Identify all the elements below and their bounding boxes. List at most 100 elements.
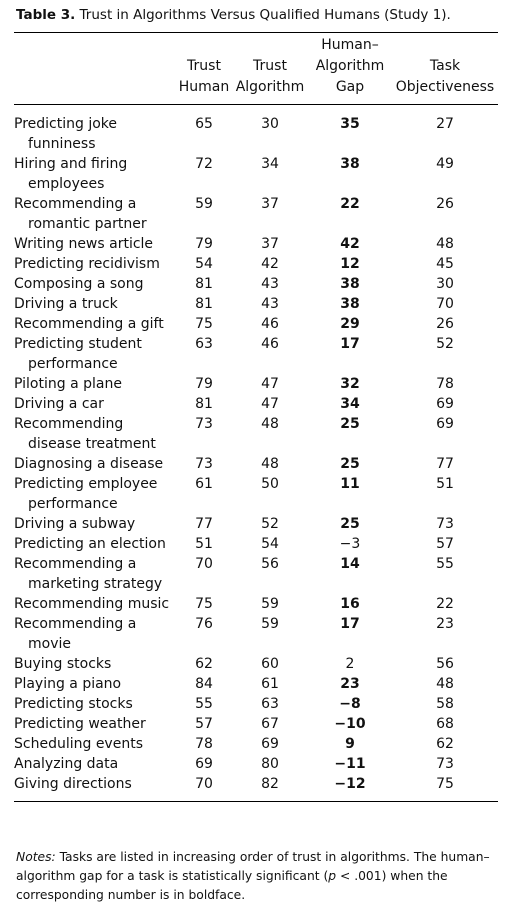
- cell-value: 46: [261, 316, 279, 332]
- table-row: Recommending a marketing strategy 70 56 14 5…: [14, 554, 498, 594]
- cell-value: 23: [340, 676, 360, 692]
- cell-value: 32: [340, 376, 360, 392]
- cell-value: 43: [261, 296, 279, 312]
- cell-value: 55: [195, 696, 213, 712]
- notes-text: Tasks are listed in increasing order of …: [16, 850, 490, 883]
- task-name: Predicting recidivism: [14, 256, 160, 272]
- cell-value: 69: [436, 396, 454, 412]
- table-row: Predicting student performance 63 46 17 52: [14, 334, 498, 374]
- cell-value: 73: [436, 516, 454, 532]
- table-row: Predicting recidivism 54 42 12 45: [14, 254, 498, 274]
- cell-value: 52: [261, 516, 279, 532]
- cell-value: 47: [261, 396, 279, 412]
- task-name: Diagnosing a disease: [14, 456, 164, 472]
- table-row: Driving a truck 81 43 38 70: [14, 294, 498, 314]
- task-name: Predicting an election: [14, 536, 166, 552]
- table-row: Playing a piano 84 61 23 48: [14, 674, 498, 694]
- cell-value: 51: [195, 536, 213, 552]
- cell-value: 76: [195, 616, 213, 632]
- cell-value: 38: [340, 156, 360, 172]
- cell-value: 23: [436, 616, 454, 632]
- cell-value: 75: [195, 596, 213, 612]
- table-row: Recommending a movie 76 59 17 23: [14, 614, 498, 654]
- cell-value: 54: [261, 536, 279, 552]
- cell-value: 78: [195, 736, 213, 752]
- cell-value: 80: [261, 756, 279, 772]
- cell-value: 77: [436, 456, 454, 472]
- task-name: Scheduling events: [14, 736, 143, 752]
- table-row: Driving a subway 77 52 25 73: [14, 514, 498, 534]
- column-header: Human– Algorithm Gap: [308, 32, 392, 105]
- table-row: Piloting a plane 79 47 32 78: [14, 374, 498, 394]
- cell-value: 73: [195, 416, 213, 432]
- cell-value: 43: [261, 276, 279, 292]
- cell-value: 17: [340, 616, 360, 632]
- column-header: Trust Human: [176, 32, 232, 105]
- cell-value: 81: [195, 396, 213, 412]
- header-line: Trust: [253, 58, 287, 74]
- cell-value: 62: [436, 736, 454, 752]
- cell-value: 59: [261, 596, 279, 612]
- cell-value: 11: [340, 476, 360, 492]
- cell-value: 73: [195, 456, 213, 472]
- cell-value: 60: [261, 656, 279, 672]
- cell-value: 81: [195, 276, 213, 292]
- cell-value: −3: [339, 536, 361, 552]
- table-row: Predicting weather 57 67 −10 68: [14, 714, 498, 734]
- cell-value: 42: [340, 236, 360, 252]
- cell-value: 68: [436, 716, 454, 732]
- task-name: Recommending a romantic partner: [14, 196, 147, 232]
- cell-value: 52: [436, 336, 454, 352]
- cell-value: 78: [436, 376, 454, 392]
- table-row: Predicting an election 51 54 −3 57: [14, 534, 498, 554]
- table-row: Driving a car 81 47 34 69: [14, 394, 498, 414]
- cell-value: −12: [308, 774, 392, 802]
- column-header: Task Objectiveness: [392, 32, 498, 105]
- cell-value: 48: [261, 456, 279, 472]
- header-line: Human: [178, 79, 230, 95]
- cell-value: 77: [195, 516, 213, 532]
- cell-value: 35: [340, 116, 360, 132]
- cell-value: 70: [195, 556, 213, 572]
- cell-value: 25: [340, 456, 360, 472]
- cell-value: 57: [195, 716, 213, 732]
- cell-value: 45: [436, 256, 454, 272]
- table-row: Diagnosing a disease 73 48 25 77: [14, 454, 498, 474]
- cell-value: 61: [261, 676, 279, 692]
- cell-value: 56: [436, 656, 454, 672]
- task-name: Recommending disease treatment: [14, 416, 156, 452]
- cell-value: 47: [261, 376, 279, 392]
- cell-value: 63: [195, 336, 213, 352]
- header-line: Algorithm: [315, 58, 385, 74]
- task-name: Analyzing data: [14, 756, 119, 772]
- cell-value: 9: [345, 736, 355, 752]
- notes-text: < .001) when the corresponding number is…: [16, 869, 448, 902]
- table-row: Recommending music 75 59 16 22: [14, 594, 498, 614]
- cell-value: −8: [339, 696, 361, 712]
- title-text: Trust in Algorithms Versus Qualified Hum…: [79, 7, 451, 23]
- task-name: Predicting stocks: [14, 696, 133, 712]
- task-name: Driving a subway: [14, 516, 136, 532]
- table-row: Giving directions 70 82 −12 75: [14, 774, 498, 802]
- task-name: Recommending a marketing strategy: [14, 556, 163, 592]
- cell-value: 30: [436, 276, 454, 292]
- header-line: Gap: [335, 79, 365, 95]
- cell-value: 12: [340, 256, 360, 272]
- task-name: Piloting a plane: [14, 376, 122, 392]
- table-row: Buying stocks 62 60 2 56: [14, 654, 498, 674]
- task-name: Buying stocks: [14, 656, 112, 672]
- table-row: Recommending a romantic partner 59 37 22 26: [14, 194, 498, 234]
- cell-value: 48: [436, 236, 454, 252]
- task-name: Recommending a gift: [14, 316, 164, 332]
- cell-value: 2: [345, 656, 355, 672]
- cell-value: 25: [340, 516, 360, 532]
- task-name: Predicting employee performance: [14, 476, 158, 512]
- cell-value: 57: [436, 536, 454, 552]
- table-row: Hiring and firing employees 72 34 38 49: [14, 154, 498, 194]
- cell-value: 34: [340, 396, 360, 412]
- cell-value: −11: [334, 756, 366, 772]
- task-name: Writing news article: [14, 236, 154, 252]
- header-row: Task Trust Human Trust Algorithm Human– Algori…: [14, 32, 498, 105]
- task-name: Hiring and firing employees: [14, 156, 128, 192]
- task-name: Recommending music: [14, 596, 170, 612]
